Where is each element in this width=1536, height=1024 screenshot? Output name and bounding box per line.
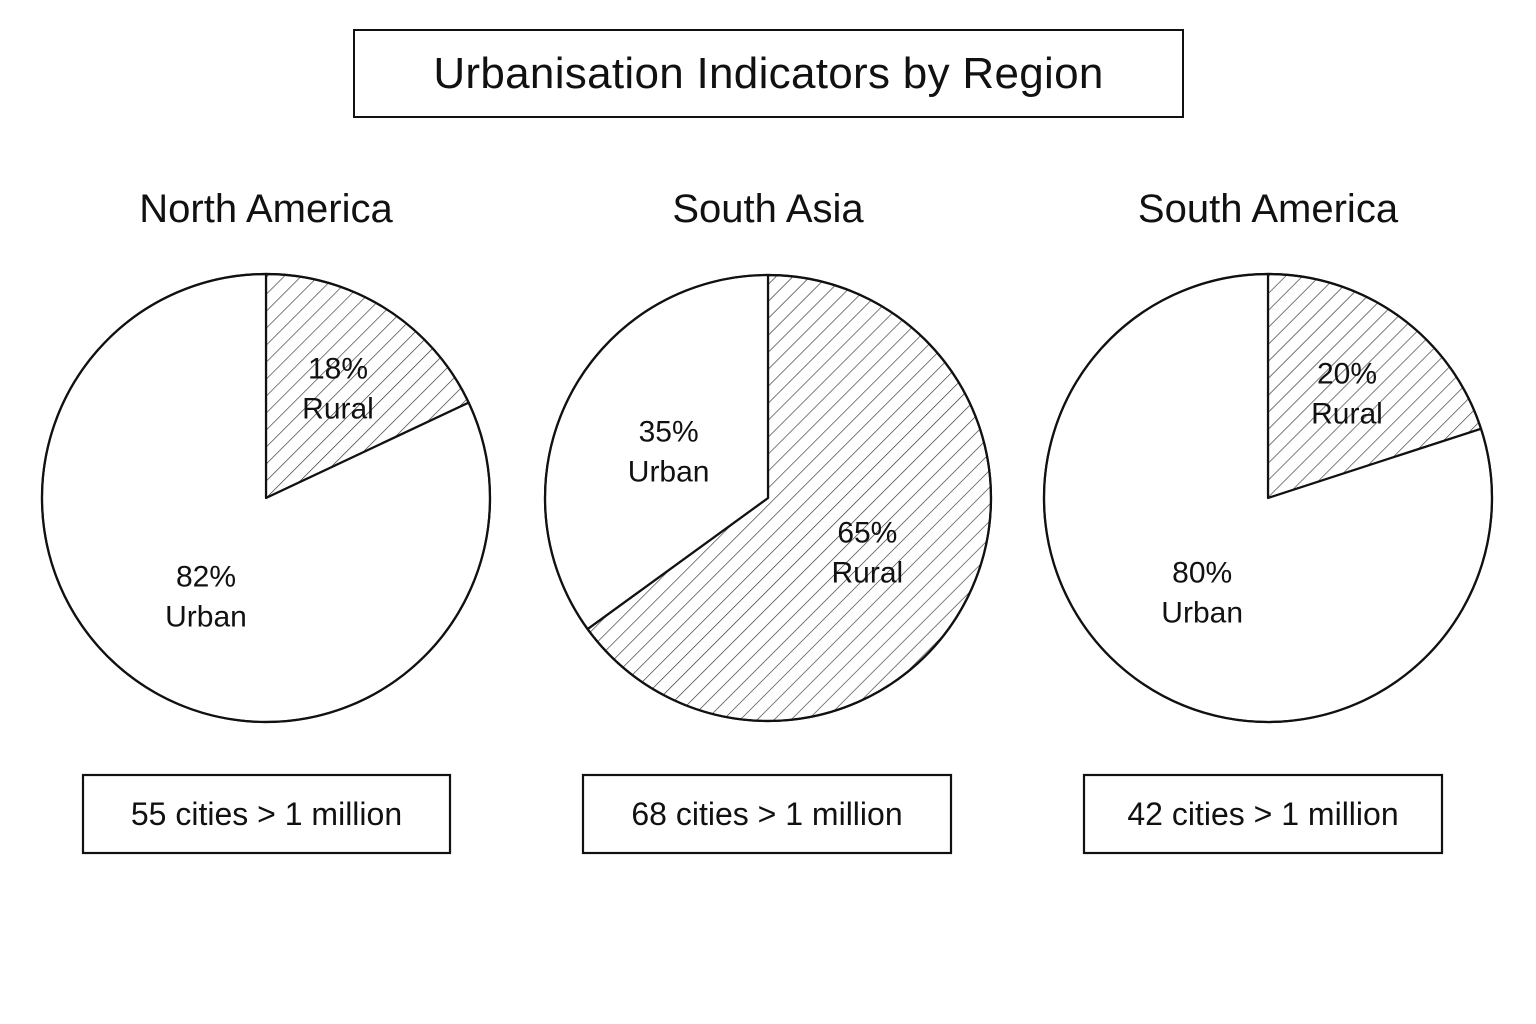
chart-title-box: Urbanisation Indicators by Region: [353, 29, 1184, 118]
cities-note-box: [1082, 773, 1444, 855]
cities-note-text: 68 cities > 1 million: [631, 796, 902, 832]
pie-outline: [543, 273, 993, 723]
region-title: North America: [139, 187, 393, 231]
region-title: South America: [1138, 187, 1399, 231]
slice-name-label: Rural: [302, 393, 374, 426]
pie-north-america: North America 18% Rural 82% Urban 55 cities >…: [40, 187, 492, 855]
slice-percent-label: 20%: [1317, 357, 1377, 390]
chart-title: Urbanisation Indicators by Region: [433, 48, 1104, 98]
slice-name-label: Urban: [1161, 597, 1243, 630]
cities-note-text: 55 cities > 1 million: [131, 796, 402, 832]
slice-percent-label: 18%: [308, 353, 368, 386]
cities-note-box: [581, 773, 953, 855]
pie-south-america: South America 20% Rural 80% Urban 42 cities >…: [1042, 187, 1494, 855]
slice-percent-label: 80%: [1172, 557, 1232, 590]
slice-name-label: Urban: [165, 601, 247, 634]
slice-percent-label: 82%: [176, 561, 236, 594]
slice-name-label: Urban: [628, 455, 710, 488]
cities-note-box: [81, 773, 452, 855]
pie-outline: [40, 272, 492, 724]
slice-name-label: Rural: [1311, 397, 1383, 430]
cities-note-text: 42 cities > 1 million: [1127, 796, 1398, 832]
region-title: South Asia: [672, 187, 864, 231]
pie-outline: [1042, 272, 1494, 724]
pie-south-asia: South Asia 65% Rural 35% Urban 68 cities > 1 …: [543, 187, 993, 855]
slice-name-label: Rural: [831, 557, 903, 590]
slice-percent-label: 35%: [639, 415, 699, 448]
slice-percent-label: 65%: [837, 517, 897, 550]
